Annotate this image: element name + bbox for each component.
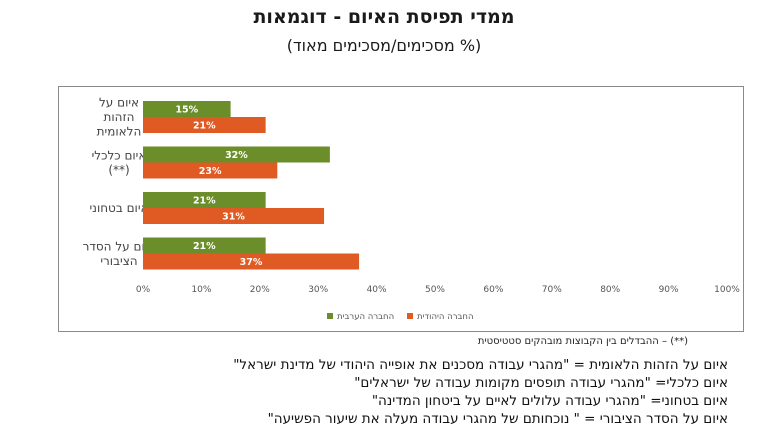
bar-chart: איום על הזהות הלאומית איום כלכלי (**) איום בט… bbox=[83, 96, 741, 323]
category-label-line: הזהות bbox=[104, 110, 135, 124]
bar-value-label: 21% bbox=[193, 241, 216, 252]
x-tick-label: 70% bbox=[542, 285, 562, 295]
bar bbox=[143, 146, 330, 163]
category-label-line: הציבורי bbox=[100, 254, 137, 268]
bar bbox=[143, 237, 266, 254]
definitions-list: איום על הזהות הלאומית = "מהגרי עבודה מסכ… bbox=[28, 356, 728, 428]
category-label-line: איום על bbox=[99, 96, 139, 110]
category-label: איום בטחוני bbox=[89, 201, 148, 215]
bar bbox=[143, 162, 278, 179]
x-tick-label: 50% bbox=[425, 285, 445, 295]
category-label: איום על הסדר הציבורי bbox=[83, 239, 156, 268]
x-tick-label: 40% bbox=[367, 285, 387, 295]
x-tick-label: 10% bbox=[191, 285, 211, 295]
definition-economic: איום כלכלי= "מהגרי עבודה תופסים מקומות ע… bbox=[354, 375, 728, 391]
bar bbox=[143, 253, 360, 270]
footnote: (**) – ההבדלים בין הקבוצות מובהקים סטטיס… bbox=[477, 336, 688, 347]
chart-subtitle: (% מסכימים/מסכימים מאוד) bbox=[286, 36, 482, 55]
category-label: איום על הזהות הלאומית bbox=[97, 96, 142, 139]
x-tick-label: 80% bbox=[600, 285, 620, 295]
x-tick-label: 20% bbox=[250, 285, 270, 295]
category-label-line: הלאומית bbox=[97, 125, 142, 139]
x-tick-label: 60% bbox=[483, 285, 503, 295]
bar bbox=[143, 192, 266, 208]
x-tick-label: 30% bbox=[308, 285, 328, 295]
category-label-line: איום על הסדר bbox=[83, 239, 156, 253]
x-tick-label: 100% bbox=[714, 285, 740, 295]
x-tick-label: 90% bbox=[659, 285, 679, 295]
bar bbox=[143, 101, 231, 117]
legend-swatch bbox=[327, 313, 333, 319]
bar-value-label: 37% bbox=[240, 257, 263, 268]
definition-national-identity: איום על הזהות הלאומית = "מהגרי עבודה מסכ… bbox=[233, 357, 728, 373]
legend-label: החברה הערבית bbox=[337, 312, 394, 322]
bar-value-label: 15% bbox=[175, 105, 198, 116]
bar-value-label: 21% bbox=[193, 121, 216, 132]
bar-value-label: 23% bbox=[199, 166, 222, 177]
category-label-line: (**) bbox=[108, 163, 129, 177]
definition-security: איום בטחוני= "מהגרי עבודה עלולים לאיים ע… bbox=[371, 393, 728, 409]
bar-value-label: 21% bbox=[193, 196, 216, 207]
legend-swatch bbox=[407, 313, 413, 319]
definition-public-order: איום על הסדר הציבורי = " נוכחותם של מהגר… bbox=[267, 411, 728, 427]
chart-frame: איום על הזהות הלאומית איום כלכלי (**) איום בט… bbox=[58, 86, 744, 332]
category-label: איום כלכלי (**) bbox=[92, 148, 147, 177]
bar bbox=[143, 117, 266, 133]
bar-value-label: 31% bbox=[222, 212, 245, 223]
bar bbox=[143, 208, 325, 224]
bar-value-label: 32% bbox=[225, 150, 248, 161]
x-tick-label: 0% bbox=[136, 285, 151, 295]
category-label-line: איום בטחוני bbox=[89, 201, 148, 215]
chart-title: ממדי תפיסת האיום - דוגמאות bbox=[253, 6, 515, 28]
legend-label: החברה היהודית bbox=[417, 312, 474, 322]
category-label-line: איום כלכלי bbox=[92, 148, 147, 162]
